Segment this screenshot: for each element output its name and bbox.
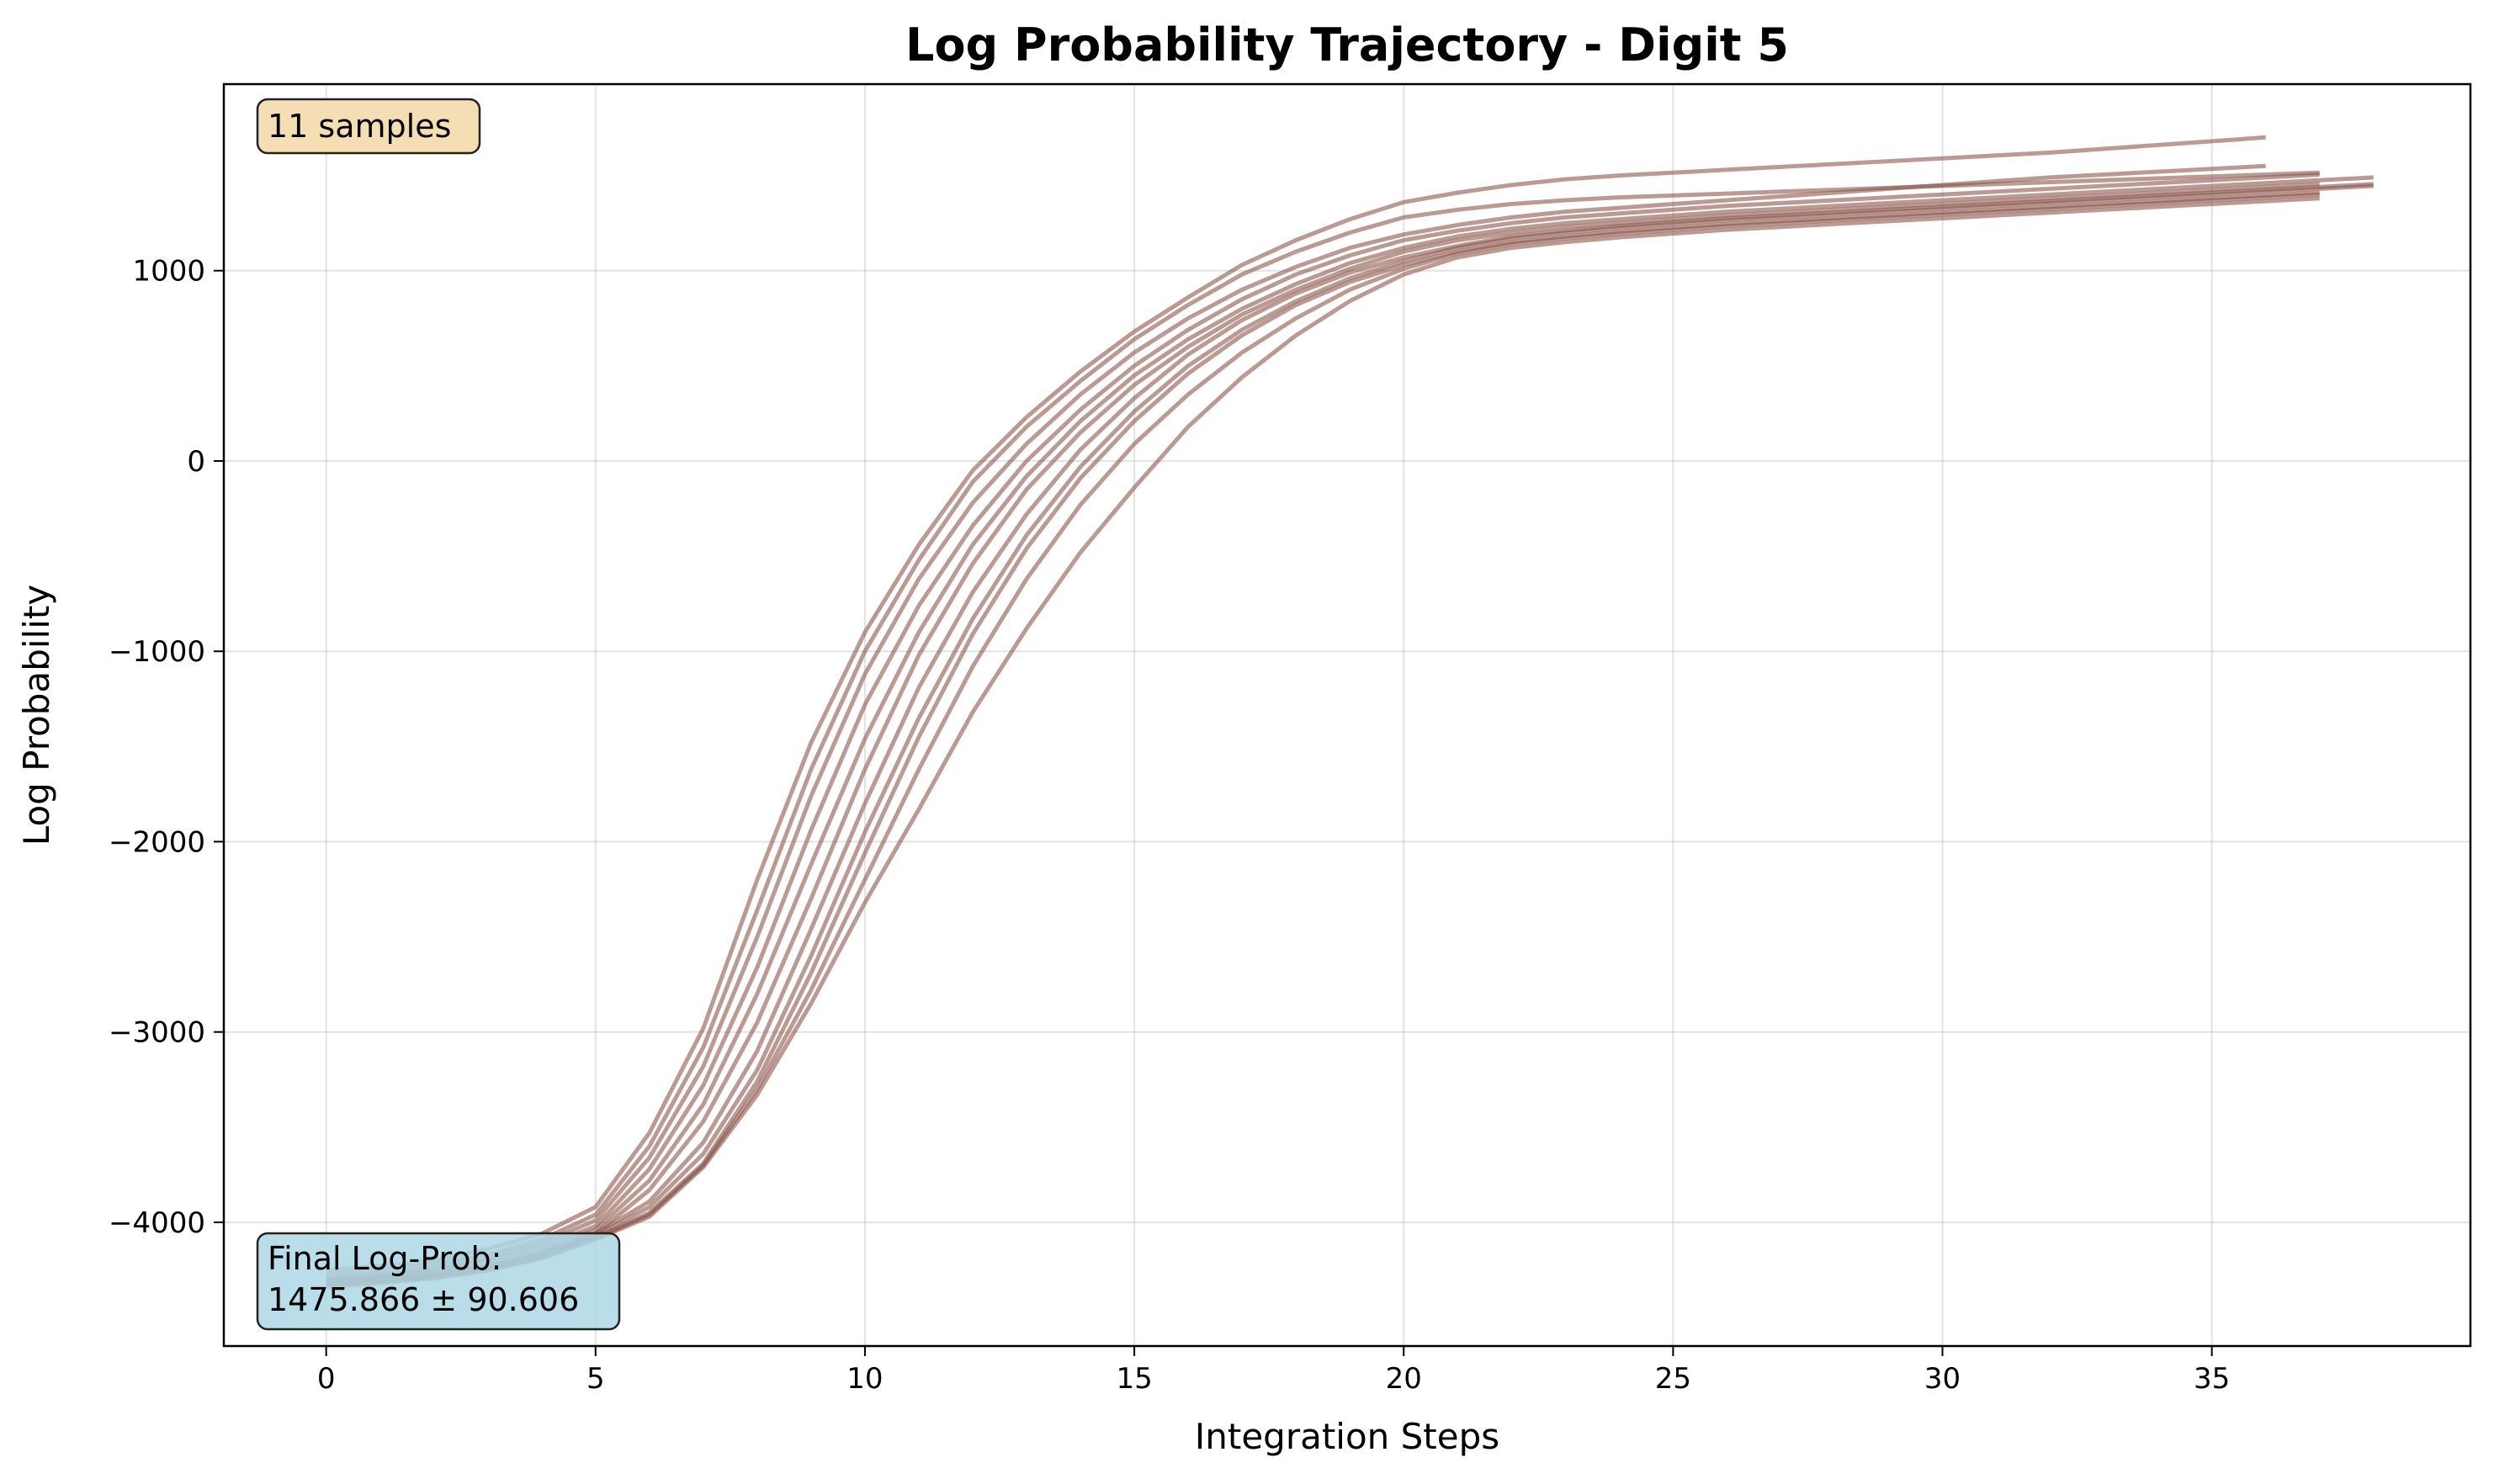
y-tick-label: 0 xyxy=(187,445,205,479)
final-logprob-value: 1475.866 ± 90.606 xyxy=(268,1281,579,1318)
y-axis-label: Log Probability xyxy=(16,585,57,845)
final-logprob-box-bg xyxy=(256,1232,621,1331)
sample-trajectories xyxy=(326,135,2374,1290)
trajectory-line xyxy=(326,196,2320,1290)
x-tick-label: 10 xyxy=(846,1362,883,1396)
samples-badge: 11 samples xyxy=(256,98,481,155)
samples-badge-text: 11 samples xyxy=(268,108,451,145)
trajectory-line xyxy=(326,135,2266,1272)
x-tick-label: 5 xyxy=(586,1362,605,1396)
trajectory-line xyxy=(326,172,2320,1282)
trajectory-line xyxy=(326,183,2374,1285)
final-logprob-label: Final Log-Prob: xyxy=(268,1240,501,1277)
x-tick-label: 15 xyxy=(1116,1362,1152,1396)
x-tick-label: 20 xyxy=(1386,1362,1422,1396)
final-logprob-box: Final Log-Prob: 1475.866 ± 90.606 xyxy=(256,1232,621,1331)
chart-title: Log Probability Trajectory - Digit 5 xyxy=(905,19,1789,72)
trajectory-line xyxy=(326,182,2320,1284)
axis-ticks: 0 5 10 15 20 25 30 35 −4000 −3000 −2000 −1000 0 1000 xyxy=(109,255,2230,1396)
y-tick-label: −1000 xyxy=(109,635,205,669)
y-tick-label: −3000 xyxy=(109,1016,205,1050)
x-tick-label: 25 xyxy=(1655,1362,1691,1396)
trajectory-line xyxy=(326,170,2320,1276)
y-tick-label: 1000 xyxy=(132,255,205,289)
x-axis-label: Integration Steps xyxy=(1195,1416,1499,1457)
y-tick-label: −2000 xyxy=(109,825,205,859)
plot-frame xyxy=(222,82,2472,1348)
x-tick-label: 35 xyxy=(2194,1362,2230,1396)
x-tick-label: 30 xyxy=(1924,1362,1961,1396)
trajectory-line xyxy=(326,163,2266,1280)
x-tick-label: 0 xyxy=(317,1362,336,1396)
y-tick-label: −4000 xyxy=(109,1206,205,1240)
samples-badge-box xyxy=(256,98,481,155)
trajectory-line xyxy=(326,175,2374,1282)
